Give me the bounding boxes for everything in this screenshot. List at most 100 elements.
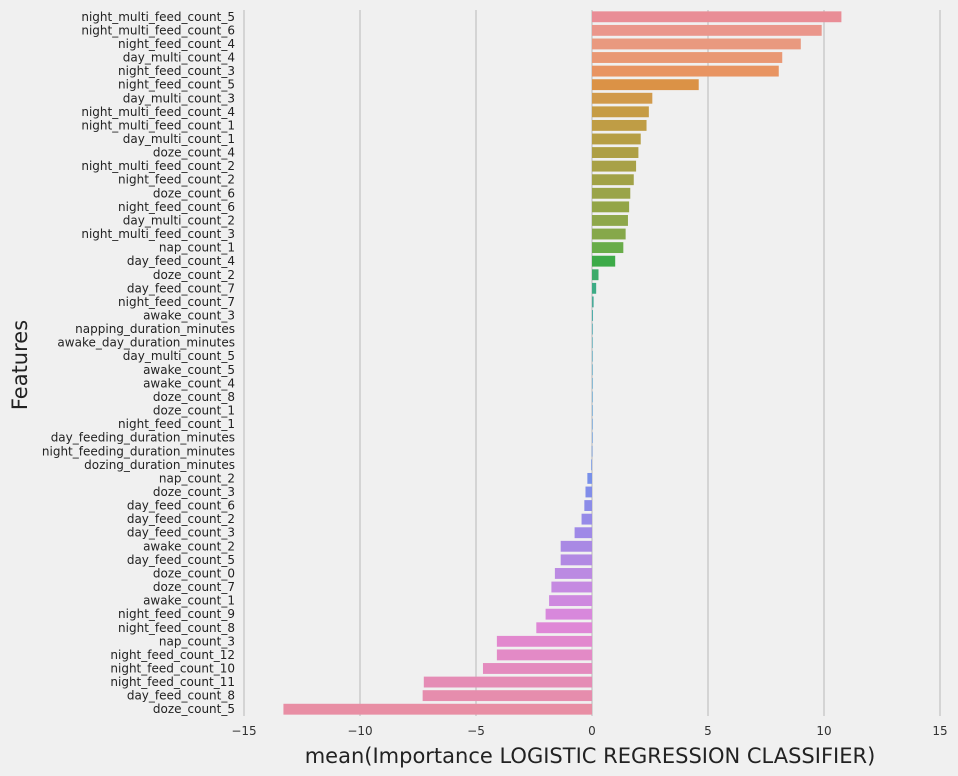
bar	[592, 228, 626, 240]
bar	[592, 377, 593, 389]
bar	[592, 65, 779, 77]
bar	[592, 215, 628, 226]
x-tick-label: −5	[467, 724, 485, 738]
feature-label: night_feed_count_10	[110, 661, 235, 675]
bar	[592, 133, 641, 145]
bar	[545, 608, 592, 620]
bar	[592, 282, 597, 294]
feature-label: day_feed_count_6	[127, 499, 235, 513]
bar	[592, 418, 593, 430]
feature-label: doze_count_4	[153, 146, 235, 160]
bar	[574, 527, 592, 539]
x-tick-label: 0	[588, 724, 596, 738]
bar	[422, 690, 592, 702]
bar	[592, 405, 593, 416]
bar	[592, 11, 842, 23]
feature-label: night_feed_count_3	[118, 64, 235, 78]
bar	[551, 581, 592, 593]
feature-label: dozing_duration_minutes	[84, 458, 235, 472]
bar	[482, 663, 592, 674]
bar	[592, 310, 593, 321]
feature-label: night_multi_feed_count_2	[81, 159, 235, 173]
feature-label: doze_count_3	[153, 485, 235, 499]
bar	[554, 568, 592, 579]
feature-label: doze_count_8	[153, 390, 235, 404]
bar	[592, 337, 593, 349]
bar	[536, 622, 592, 634]
bar	[581, 513, 592, 525]
feature-label: night_feeding_duration_minutes	[42, 444, 235, 458]
feature-label: doze_count_1	[153, 404, 235, 418]
feature-label: awake_count_2	[143, 539, 235, 553]
bar	[560, 554, 592, 566]
y-axis-title: Features	[8, 320, 32, 410]
feature-label: night_feed_count_5	[118, 78, 235, 92]
bar	[592, 174, 634, 186]
feature-label: day_feed_count_7	[127, 281, 235, 295]
feature-label: doze_count_5	[153, 702, 235, 716]
bar	[592, 323, 593, 335]
feature-label: day_multi_count_2	[123, 213, 235, 227]
feature-label: day_multi_count_3	[123, 91, 235, 105]
feature-label: night_multi_feed_count_6	[81, 23, 235, 37]
feature-label: nap_count_3	[159, 634, 235, 648]
bar	[423, 676, 592, 688]
feature-label: night_feed_count_6	[118, 200, 235, 214]
feature-label: nap_count_1	[159, 241, 235, 255]
x-tick-label: 15	[932, 724, 947, 738]
bar	[591, 445, 593, 457]
feature-label: doze_count_0	[153, 566, 235, 580]
feature-label: doze_count_2	[153, 268, 235, 282]
bar	[592, 52, 783, 63]
x-tick-label: −10	[347, 724, 372, 738]
bar	[496, 635, 592, 647]
bar	[592, 201, 630, 213]
feature-label: doze_count_6	[153, 186, 235, 200]
feature-label: night_feed_count_11	[110, 675, 235, 689]
feature-label: napping_duration_minutes	[75, 322, 235, 336]
feature-label: night_multi_feed_count_5	[81, 10, 235, 24]
x-axis-title: mean(Importance LOGISTIC REGRESSION CLAS…	[305, 744, 876, 768]
feature-label: night_feed_count_4	[118, 37, 235, 51]
bar	[592, 242, 624, 254]
feature-label: awake_count_1	[143, 594, 235, 608]
x-tick-label: 5	[704, 724, 712, 738]
feature-label: day_multi_count_4	[123, 51, 235, 65]
bar	[585, 486, 592, 498]
bar	[549, 595, 592, 607]
bar	[592, 92, 653, 104]
bar	[592, 364, 593, 376]
feature-label: doze_count_7	[153, 580, 235, 594]
feature-label: day_feed_count_5	[127, 553, 235, 567]
feature-label: night_feed_count_2	[118, 173, 235, 187]
feature-label: night_multi_feed_count_3	[81, 227, 235, 241]
bar	[592, 296, 594, 308]
bar	[592, 119, 647, 131]
x-tick-labels: −15 −10 −5 0 5 10 15	[231, 724, 947, 738]
feature-label: night_feed_count_1	[118, 417, 235, 431]
bar	[592, 160, 637, 172]
feature-label: day_multi_count_5	[123, 349, 235, 363]
bar	[592, 147, 639, 158]
feature-label: awake_count_5	[143, 363, 235, 377]
bar	[592, 391, 593, 403]
feature-label: day_feeding_duration_minutes	[51, 431, 235, 445]
feature-label: night_multi_feed_count_4	[81, 105, 235, 119]
bar	[496, 649, 592, 661]
bar	[592, 350, 593, 362]
bar	[560, 540, 592, 552]
bar	[591, 459, 592, 471]
bar	[592, 255, 616, 267]
feature-label: day_feed_count_2	[127, 512, 235, 526]
bar	[592, 187, 631, 199]
bar	[283, 703, 592, 715]
feature-label: awake_day_duration_minutes	[57, 336, 235, 350]
bars	[283, 11, 842, 715]
bar	[592, 79, 699, 91]
bar	[592, 38, 801, 50]
feature-label: awake_count_4	[143, 376, 235, 390]
x-tick-label: −15	[231, 724, 256, 738]
feature-label: nap_count_2	[159, 471, 235, 485]
feature-label: day_feed_count_4	[127, 254, 235, 268]
